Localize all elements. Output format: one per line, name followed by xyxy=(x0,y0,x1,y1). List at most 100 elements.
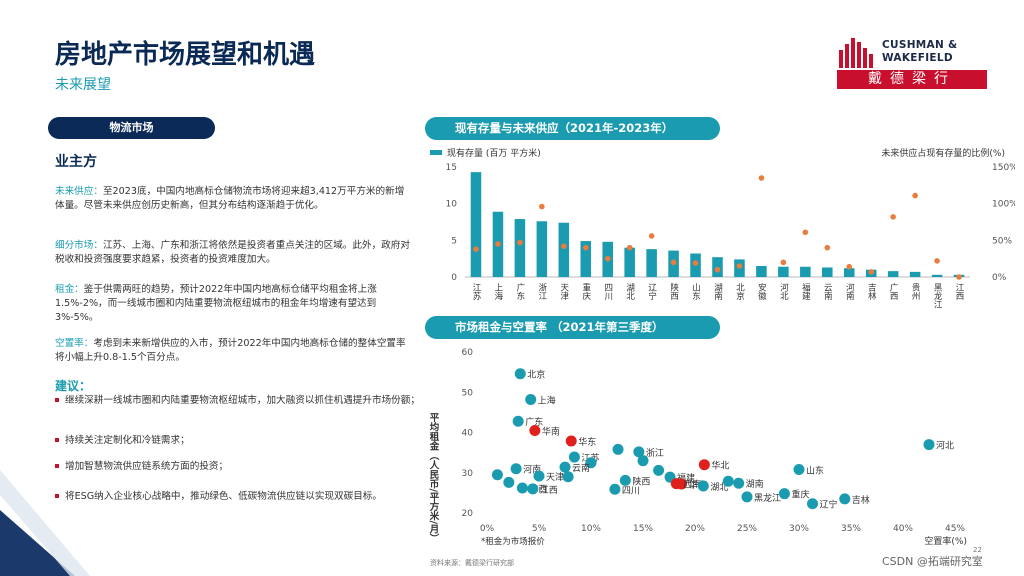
section-heading-owner: 业主方 xyxy=(55,154,97,170)
bar xyxy=(778,266,789,277)
ratio-dot xyxy=(802,229,809,236)
y-right-tick-label: 100% xyxy=(992,200,1015,210)
logo-line1: CUSHMAN & xyxy=(882,39,958,51)
ratio-dot xyxy=(956,274,962,280)
scatter-point xyxy=(585,457,597,469)
x-tick-label: 30% xyxy=(789,524,809,534)
bar xyxy=(756,266,767,277)
bar xyxy=(822,267,833,277)
point-label: 西南 xyxy=(683,479,701,491)
point-label: 辽宁 xyxy=(820,499,838,511)
point-label: 华北 xyxy=(711,460,729,472)
ratio-dot xyxy=(714,266,721,273)
logo-line2: WAKEFIELD xyxy=(882,52,953,64)
x-tick-label: 江西 xyxy=(954,283,964,301)
bar xyxy=(800,266,811,277)
point-label: 四川 xyxy=(622,486,640,496)
bullet-text: 增加智慧物流供应链系统方面的投资； xyxy=(65,461,229,472)
x-tick-label: 福建 xyxy=(800,282,810,301)
ratio-dot xyxy=(912,192,918,199)
scatter-point xyxy=(923,439,935,451)
x-tick-label: 四川 xyxy=(603,283,613,300)
source-note: 资料来源：戴德梁行研究部 xyxy=(430,559,514,567)
scatter-point xyxy=(529,424,541,436)
page-subtitle: 未来展望 xyxy=(55,77,111,93)
y-right-tick-label: 50% xyxy=(992,236,1012,246)
point-label: 天津 xyxy=(546,472,564,483)
scatter-point xyxy=(633,446,645,458)
y-left-tick-label: 5 xyxy=(451,236,457,246)
ratio-dot xyxy=(626,244,633,251)
ratio-dot xyxy=(604,255,611,262)
y-left-tick-label: 15 xyxy=(446,163,457,173)
bar xyxy=(580,241,592,277)
point-label: 北京 xyxy=(527,369,545,381)
ratio-dot xyxy=(890,214,896,220)
scatter-point xyxy=(514,368,526,380)
x-axis-label: 空置率(%) xyxy=(924,535,967,547)
x-tick-label: 陕西 xyxy=(669,282,679,301)
scatter-point xyxy=(516,482,528,494)
ratio-dot xyxy=(934,258,940,264)
paragraph-label: 空置率： xyxy=(55,338,94,349)
x-tick-label: 北京 xyxy=(734,283,744,301)
scatter-point xyxy=(637,455,649,467)
paragraph-segment-market: 细分市场：江苏、上海、广东和浙江将依然是投资者重点关注的区域。此外，政府对税收和… xyxy=(55,239,410,267)
bullet-text: 继续深耕一线城市圈和内陆重要物流枢纽城市，加大融资以抓住机遇提升市场份额； xyxy=(65,395,420,406)
x-tick-label: 辽宁 xyxy=(647,283,657,300)
x-tick-label: 黑龙江 xyxy=(932,283,942,309)
ratio-dot xyxy=(868,269,874,275)
scatter-point xyxy=(653,464,665,476)
bar xyxy=(558,222,570,277)
scatter-point xyxy=(778,488,790,500)
bar xyxy=(514,219,526,277)
x-tick-label: 河北 xyxy=(778,282,788,301)
point-label: 华东 xyxy=(578,436,596,448)
y-tick-label: 30 xyxy=(462,469,474,479)
point-label: 黑龙江 xyxy=(754,492,781,504)
scatter-point xyxy=(510,463,522,475)
point-label: 吉林 xyxy=(852,494,870,506)
bar xyxy=(909,271,921,277)
logo-wordmark: CUSHMAN & WAKEFIELD xyxy=(882,39,987,65)
y-axis-label: 平均租金（人民币/平方米/月） xyxy=(428,413,441,543)
scatter-point xyxy=(670,478,682,490)
scatter-point xyxy=(697,480,709,492)
scatter-point xyxy=(491,469,503,481)
x-tick-label: 35% xyxy=(841,524,861,534)
paragraph-text: 鉴于供需两旺的趋势，预计2022年中国内地高标仓储平均租金将上涨1.5%-2%，… xyxy=(55,284,377,323)
scatter-point xyxy=(741,491,753,503)
x-tick-label: 天津 xyxy=(559,283,569,301)
x-tick-label: 15% xyxy=(633,524,653,534)
paragraph-label: 细分市场： xyxy=(55,240,103,251)
chart2-title: 市场租金与空置率 （2021年第三季度） xyxy=(425,316,720,339)
section-pill-logistics: 物流市场 xyxy=(48,117,215,139)
x-tick-label: 浙江 xyxy=(537,282,547,301)
stock-supply-chart: 现有存量 (百万 平方米) 未来供应占现有存量的比例(%)0510150%50%1… xyxy=(430,147,1015,309)
logo-cn: 戴德梁行 xyxy=(837,70,987,89)
x-tick-label: 江苏 xyxy=(471,283,481,301)
paragraph-label: 租金： xyxy=(55,284,84,295)
y-left-tick-label: 10 xyxy=(446,200,458,210)
scatter-point xyxy=(839,493,851,505)
x-tick-label: 贵州 xyxy=(910,282,920,300)
scatter-point xyxy=(565,435,577,447)
paragraph-text: 至2023底，中国内地高标仓储物流市场将迎来超3,412万平方米的新增体量。尽管… xyxy=(55,186,405,211)
bullet-item: 继续深耕一线城市圈和内陆重要物流枢纽城市，加大融资以抓住机遇提升市场份额； xyxy=(55,394,420,408)
scatter-point xyxy=(722,475,734,487)
scatter-point xyxy=(793,464,805,476)
ratio-dot xyxy=(824,244,831,251)
scatter-point xyxy=(533,470,545,482)
y-tick-label: 60 xyxy=(462,348,474,358)
ratio-dot xyxy=(758,175,765,181)
point-label: 广东 xyxy=(525,416,543,428)
y-tick-label: 20 xyxy=(462,509,474,519)
paragraph-vacancy: 空置率：考虑到未来新增供应的入市，预计2022年中国内地高标仓储的整体空置率将小… xyxy=(55,337,410,365)
y-tick-label: 40 xyxy=(462,429,474,439)
ratio-dot xyxy=(539,203,545,210)
x-tick-label: 湖北 xyxy=(625,283,635,301)
page-number: 22 xyxy=(973,546,982,554)
scatter-point xyxy=(525,393,537,405)
x-tick-label: 上海 xyxy=(493,283,503,301)
x-tick-label: 吉林 xyxy=(866,283,876,301)
